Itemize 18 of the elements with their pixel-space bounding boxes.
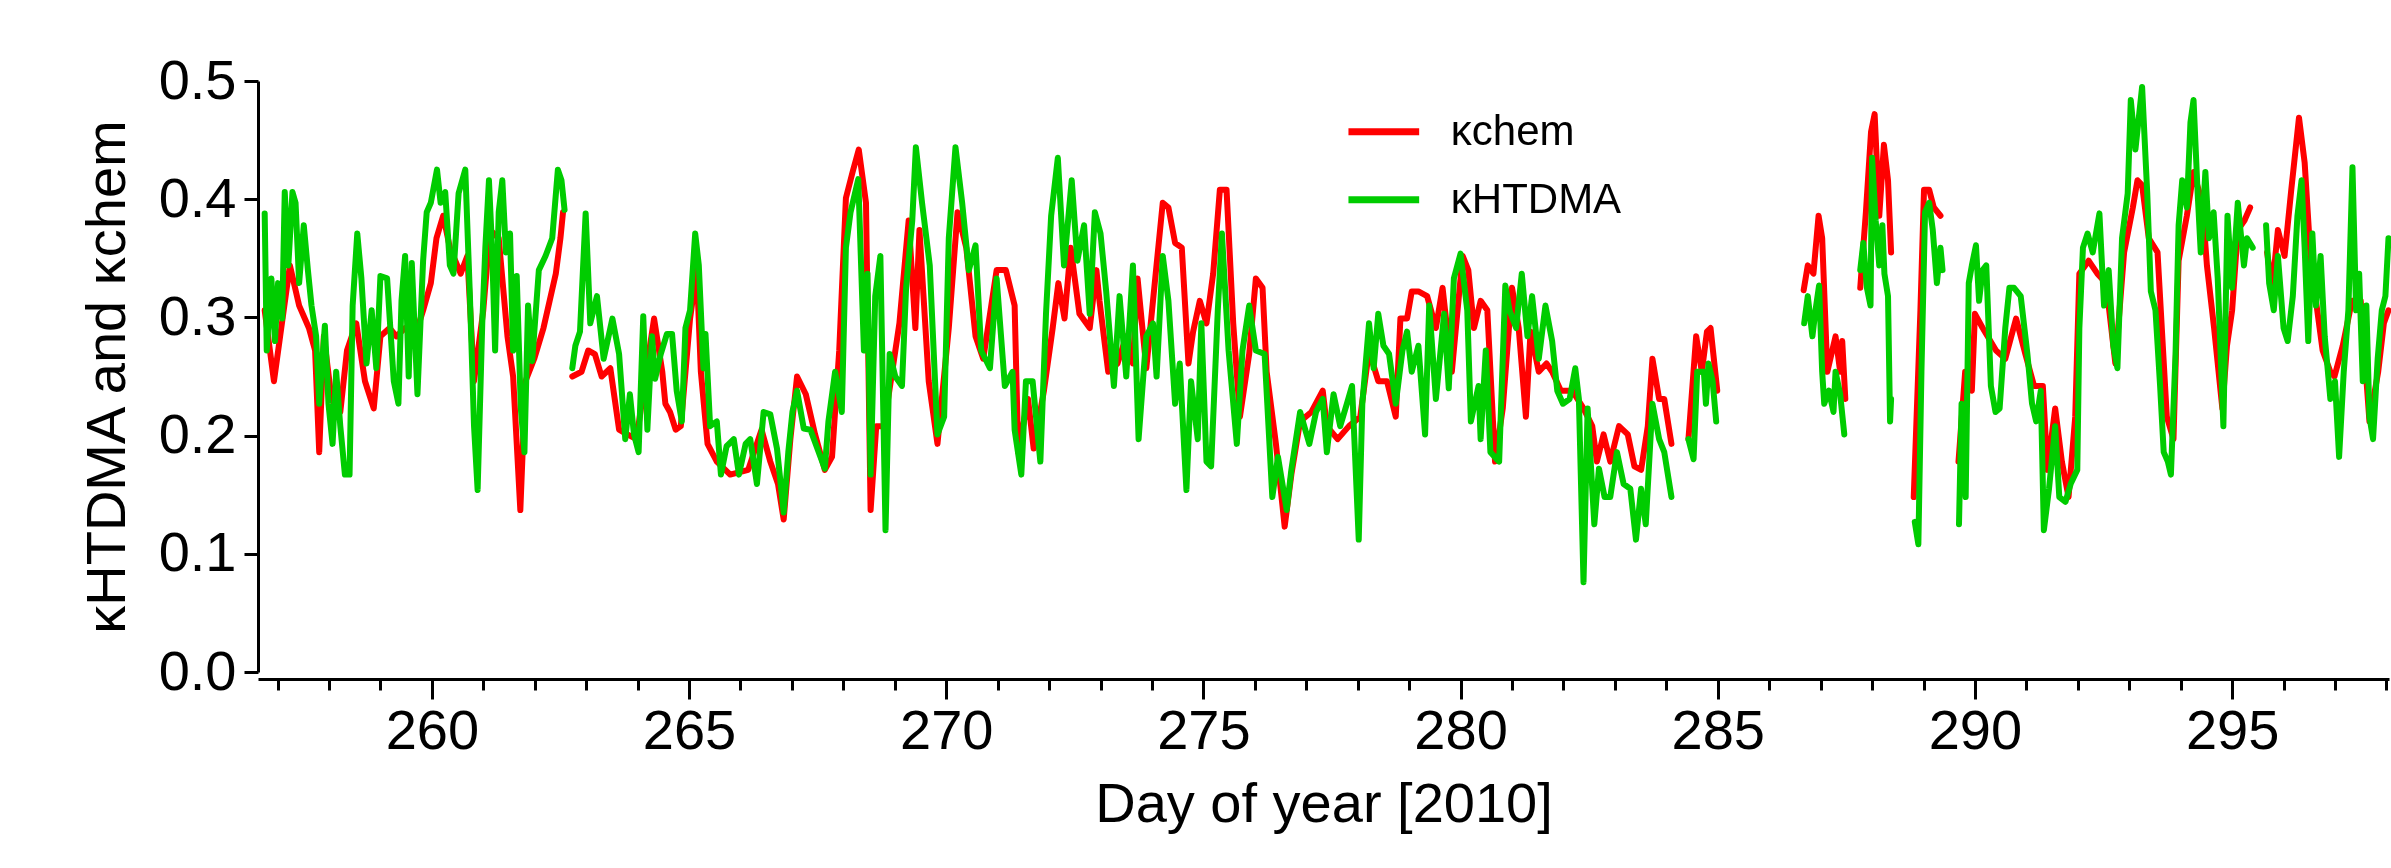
y-tick-label: 0.0 — [158, 638, 237, 702]
legend-label: κHTDMA — [1450, 174, 1622, 222]
y-tick-label: 0.2 — [158, 402, 237, 466]
y-tick-label: 0.3 — [158, 283, 237, 347]
x-tick-label: 295 — [2185, 697, 2280, 761]
x-tick-label: 265 — [642, 697, 737, 761]
x-tick-label: 270 — [900, 697, 994, 761]
x-tick-label: 275 — [1157, 697, 1251, 761]
y-tick-label: 0.4 — [158, 165, 237, 229]
x-axis-title: Day of year [2010] — [1095, 770, 1553, 834]
y-tick-label: 0.1 — [158, 520, 237, 584]
x-tick-label: 280 — [1414, 697, 1508, 761]
y-axis-title: κHTDMA and κchem — [73, 120, 137, 634]
x-tick-label: 285 — [1671, 697, 1765, 761]
x-tick-label: 290 — [1928, 697, 2023, 761]
y-tick-label: 0.5 — [158, 47, 237, 111]
x-tick-label: 260 — [385, 697, 480, 761]
legend-label: κchem — [1450, 106, 1575, 154]
